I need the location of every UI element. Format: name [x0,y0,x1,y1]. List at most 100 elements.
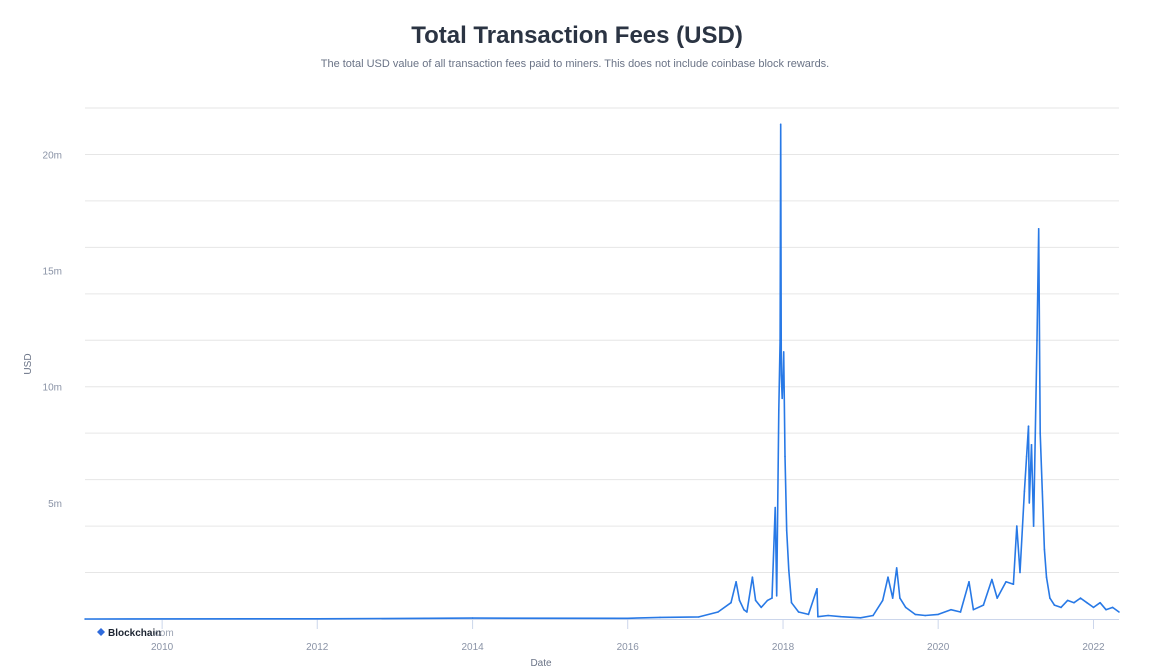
data-point [982,604,985,606]
data-point [780,374,783,376]
series-group[interactable] [84,123,1120,620]
x-tick-label: 2016 [617,642,640,653]
data-point [316,618,319,620]
data-point [1099,601,1101,604]
data-point [816,588,818,590]
data-point [784,455,786,458]
y-tick-label: 10m [43,383,62,394]
data-point [717,611,719,613]
data-point [626,617,629,620]
data-point [746,611,748,613]
blockchain-logo-icon [97,628,105,636]
data-point [1032,525,1035,527]
data-point [887,576,889,578]
data-point [881,599,884,602]
data-point [754,599,757,602]
data-point [1041,490,1044,493]
data-point [1053,604,1056,606]
data-point [996,597,998,599]
data-point [1111,606,1114,609]
brand-name: Blockchain [108,628,161,639]
x-tick-label: 2010 [151,642,174,653]
data-point [817,615,819,618]
data-point [1037,228,1040,230]
y-tick-label: 5m [48,499,62,510]
data-point [1019,571,1021,574]
data-point [972,608,975,611]
y-tick-label: 20m [43,150,62,161]
data-point [1086,601,1088,604]
grid-lines [85,107,1119,574]
x-tick-label: 2018 [772,642,795,653]
data-point [766,599,769,602]
data-point [1012,583,1015,585]
data-point [778,409,780,411]
x-axis-ticks: 2010 2012 2014 2016 2018 2020 2022 [151,619,1105,653]
data-point [859,617,862,619]
data-point [779,123,782,126]
data-point [1045,576,1048,578]
y-tick-label: 15m [43,267,62,278]
data-point [840,615,842,618]
data-point [782,351,785,353]
y-axis-ticks: 5m 10m 15m 20m [43,150,62,509]
data-point [775,595,778,597]
data-point [659,616,661,619]
data-point [785,529,788,532]
data-point [471,617,474,619]
data-point [1036,339,1038,342]
data-point [1073,601,1075,604]
data-point [788,569,790,571]
data-point [1060,606,1062,609]
series-line [84,123,1120,620]
data-point [1005,581,1007,583]
data-point [1023,490,1026,493]
data-point [779,339,781,342]
data-point [781,397,783,400]
data-point [827,614,829,617]
data-point [797,611,800,613]
chart-title: Total Transaction Fees (USD) [411,22,743,49]
data-point [1118,611,1120,613]
data-point [1079,597,1082,599]
data-point [807,613,810,616]
data-point [1016,525,1018,527]
data-point [698,616,700,618]
data-point [950,608,952,611]
data-point [924,614,926,617]
data-point [1028,502,1031,504]
data-point [1039,432,1041,435]
data-point [959,611,962,613]
data-point [1025,455,1028,458]
x-tick-label: 2022 [1082,642,1105,653]
blockchain-logo[interactable]: Blockchain .com [97,628,174,639]
data-point [872,614,874,617]
data-point [1043,548,1046,551]
x-tick-label: 2014 [461,642,484,653]
data-point [738,599,741,602]
data-point [751,576,754,578]
data-point [895,567,898,569]
data-point [84,618,86,620]
data-point [774,506,776,509]
data-point [899,597,901,599]
data-point [1066,599,1069,602]
brand-domain: .com [152,628,174,639]
x-axis-label: Date [530,658,552,669]
data-point [730,601,732,604]
data-point [735,581,737,583]
data-point [1049,597,1051,599]
data-point [760,606,762,609]
data-point [991,578,993,581]
data-point [1092,606,1095,609]
data-point [968,581,970,583]
y-axis-label: USD [23,353,34,374]
data-point [904,606,907,609]
x-tick-label: 2012 [306,642,329,653]
data-point [1105,608,1107,611]
data-point [1027,425,1030,428]
data-point [937,613,939,616]
data-point [891,597,894,599]
data-point [771,597,773,599]
